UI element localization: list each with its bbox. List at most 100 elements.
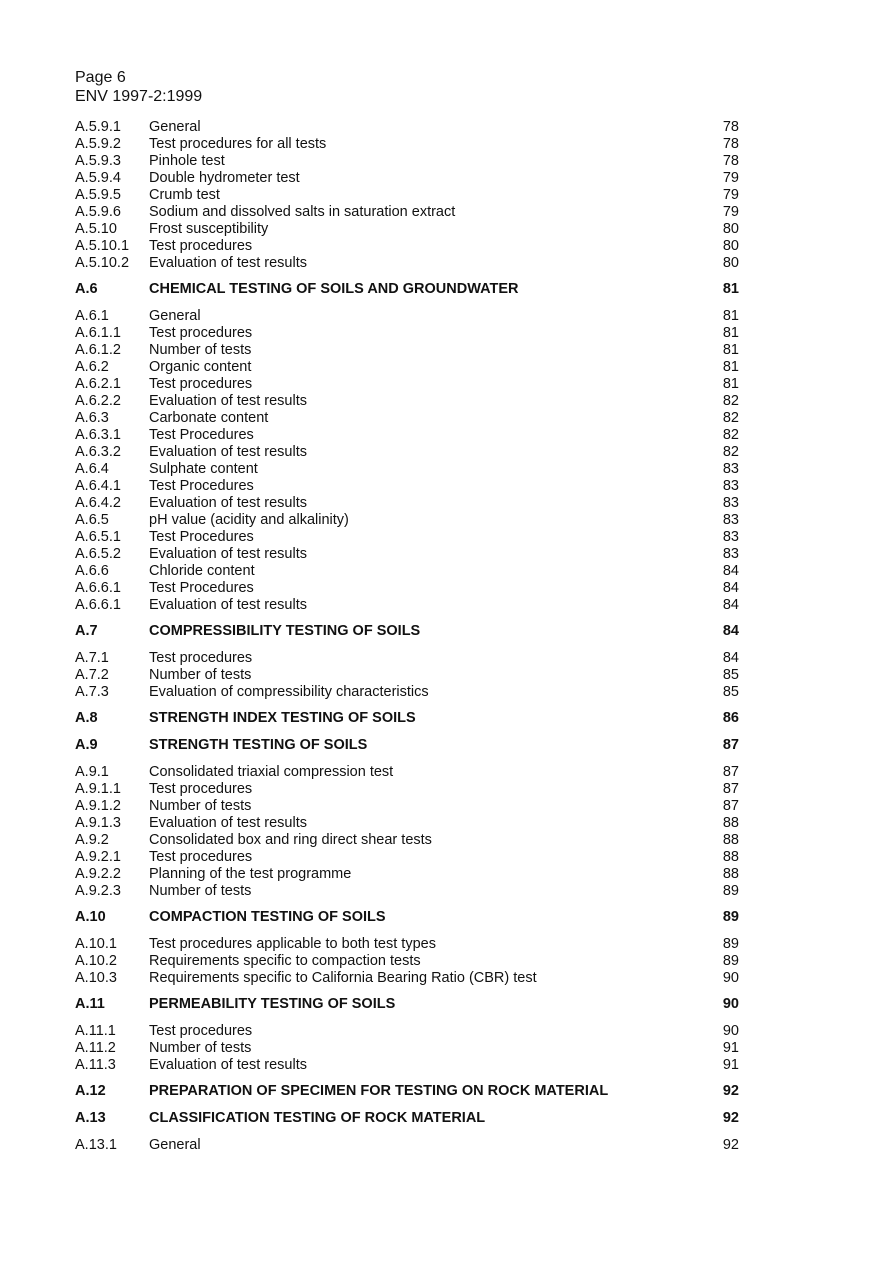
toc-entry[interactable]: A.6.2 Organic content 81: [75, 359, 739, 376]
toc-entry[interactable]: A.5.9.5 Crumb test 79: [75, 187, 739, 204]
toc-number: A.6.3.1: [75, 427, 121, 443]
toc-page: 89: [722, 909, 739, 925]
table-of-contents: A.5.9.1 General 78 A.5.9.2 Test procedures f…: [75, 119, 739, 1154]
page-header: Page 6 ENV 1997-2:1999: [75, 68, 202, 106]
toc-entry[interactable]: A.5.9.2 Test procedures for all tests 78: [75, 136, 739, 153]
toc-page: 88: [722, 849, 739, 865]
document-id: ENV 1997-2:1999: [75, 88, 203, 105]
toc-entry[interactable]: A.6.3.2 Evaluation of test results 82: [75, 444, 739, 461]
toc-entry[interactable]: A.5.9.3 Pinhole test 78: [75, 153, 739, 170]
toc-title: Evaluation of test results: [149, 1057, 307, 1073]
toc-entry[interactable]: A.10.1 Test procedures applicable to both…: [75, 936, 739, 953]
toc-title: STRENGTH TESTING OF SOILS: [149, 737, 368, 753]
toc-entry[interactable]: A.6.2.1 Test procedures 81: [75, 376, 739, 393]
toc-title: Requirements specific to California Bear…: [149, 970, 537, 986]
toc-number: A.5.9.1: [75, 119, 121, 135]
toc-entry[interactable]: A.6.6.1 Evaluation of test results 84: [75, 597, 739, 614]
toc-entry[interactable]: A.6.5.2 Evaluation of test results 83: [75, 546, 739, 563]
toc-title: Test procedures: [149, 781, 253, 797]
toc-number: A.5.10: [75, 221, 117, 237]
toc-page: 82: [722, 393, 739, 409]
toc-entry[interactable]: A.6.5 pH value (acidity and alkalinity) 83: [75, 512, 739, 529]
toc-title: Test procedures applicable to both test …: [149, 936, 436, 952]
toc-title: Organic content: [149, 359, 252, 375]
toc-title: Evaluation of test results: [149, 255, 307, 271]
toc-section-heading[interactable]: A.12 PREPARATION OF SPECIMEN FOR TESTING …: [75, 1083, 739, 1100]
toc-entry[interactable]: A.7.3 Evaluation of compressibility chara…: [75, 684, 739, 701]
toc-entry[interactable]: A.10.3 Requirements specific to Californi…: [75, 970, 739, 987]
toc-entry[interactable]: A.5.9.6 Sodium and dissolved salts in sat…: [75, 204, 739, 221]
toc-title: Evaluation of test results: [149, 546, 307, 562]
toc-entry[interactable]: A.6.4.2 Evaluation of test results 83: [75, 495, 739, 512]
toc-entry[interactable]: A.7.2 Number of tests 85: [75, 667, 739, 684]
toc-entry[interactable]: A.6.1.2 Number of tests 81: [75, 342, 739, 359]
toc-page: 87: [722, 737, 739, 753]
toc-number: A.9.2.3: [75, 883, 121, 899]
toc-title: Test procedures: [149, 650, 253, 666]
toc-number: A.6.6.1: [75, 580, 121, 596]
toc-entry[interactable]: A.5.9.4 Double hydrometer test 79: [75, 170, 739, 187]
toc-number: A.6.6: [75, 563, 109, 579]
toc-entry[interactable]: A.5.10.1 Test procedures 80: [75, 238, 739, 255]
toc-entry[interactable]: A.5.10 Frost susceptibility 80: [75, 221, 739, 238]
toc-entry[interactable]: A.6.1 General 81: [75, 308, 739, 325]
toc-entry[interactable]: A.6.5.1 Test Procedures 83: [75, 529, 739, 546]
toc-number: A.11.2: [75, 1040, 116, 1056]
toc-entry[interactable]: A.7.1 Test procedures 84: [75, 650, 739, 667]
toc-entry[interactable]: A.11.1 Test procedures 90: [75, 1023, 739, 1040]
toc-title: Test procedures: [149, 376, 253, 392]
toc-section-heading[interactable]: A.11 PERMEABILITY TESTING OF SOILS 90: [75, 996, 739, 1013]
toc-section-heading[interactable]: A.7 COMPRESSIBILITY TESTING OF SOILS 84: [75, 623, 739, 640]
toc-entry[interactable]: A.11.2 Number of tests 91: [75, 1040, 739, 1057]
toc-page: 84: [722, 623, 739, 639]
toc-entry[interactable]: A.6.6.1 Test Procedures 84: [75, 580, 739, 597]
toc-entry[interactable]: A.11.3 Evaluation of test results 91: [75, 1057, 739, 1074]
toc-entry[interactable]: A.9.1.2 Number of tests 87: [75, 798, 739, 815]
toc-entry[interactable]: A.6.1.1 Test procedures 81: [75, 325, 739, 342]
toc-number: A.7: [75, 623, 98, 639]
toc-section-heading[interactable]: A.10 COMPACTION TESTING OF SOILS 89: [75, 909, 739, 926]
toc-section-heading[interactable]: A.8 STRENGTH INDEX TESTING OF SOILS 86: [75, 710, 739, 727]
toc-page: 82: [722, 410, 739, 426]
toc-entry[interactable]: A.9.2 Consolidated box and ring direct sh…: [75, 832, 739, 849]
toc-page: 87: [722, 781, 739, 797]
toc-section-heading[interactable]: A.9 STRENGTH TESTING OF SOILS 87: [75, 737, 739, 754]
toc-entry[interactable]: A.10.2 Requirements specific to compactio…: [75, 953, 739, 970]
toc-entry[interactable]: A.9.2.3 Number of tests 89: [75, 883, 739, 900]
toc-title: Test Procedures: [149, 427, 254, 443]
toc-entry[interactable]: A.9.1.1 Test procedures 87: [75, 781, 739, 798]
toc-page: 81: [722, 342, 739, 358]
toc-page: 83: [722, 478, 739, 494]
toc-number: A.9.1.1: [75, 781, 121, 797]
toc-entry[interactable]: A.5.9.1 General 78: [75, 119, 739, 136]
toc-number: A.5.9.2: [75, 136, 121, 152]
toc-entry[interactable]: A.9.1.3 Evaluation of test results 88: [75, 815, 739, 832]
toc-page: 81: [722, 281, 739, 297]
toc-number: A.6.1.1: [75, 325, 121, 341]
toc-entry[interactable]: A.6.3.1 Test Procedures 82: [75, 427, 739, 444]
toc-number: A.10.2: [75, 953, 117, 969]
toc-entry[interactable]: A.6.6 Chloride content 84: [75, 563, 739, 580]
toc-page: 91: [722, 1057, 739, 1073]
toc-entry[interactable]: A.6.2.2 Evaluation of test results 82: [75, 393, 739, 410]
toc-section-heading[interactable]: A.6 CHEMICAL TESTING OF SOILS AND GROUNDW…: [75, 281, 739, 298]
toc-number: A.7.1: [75, 650, 109, 666]
toc-number: A.13: [75, 1110, 106, 1126]
toc-title: Pinhole test: [149, 153, 225, 169]
toc-entry[interactable]: A.9.2.2 Planning of the test programme 88: [75, 866, 739, 883]
toc-entry[interactable]: A.6.3 Carbonate content 82: [75, 410, 739, 427]
toc-section-heading[interactable]: A.13 CLASSIFICATION TESTING OF ROCK MATER…: [75, 1110, 739, 1127]
toc-page: 89: [722, 953, 739, 969]
toc-title: Test procedures: [149, 325, 253, 341]
toc-entry[interactable]: A.5.10.2 Evaluation of test results 80: [75, 255, 739, 272]
toc-entry[interactable]: A.13.1 General 92: [75, 1137, 739, 1154]
toc-entry[interactable]: A.6.4.1 Test Procedures 83: [75, 478, 739, 495]
toc-title: Number of tests: [149, 798, 252, 814]
toc-number: A.9.2: [75, 832, 109, 848]
toc-entry[interactable]: A.9.2.1 Test procedures 88: [75, 849, 739, 866]
toc-page: 80: [722, 238, 739, 254]
toc-title: Carbonate content: [149, 410, 269, 426]
toc-entry[interactable]: A.9.1 Consolidated triaxial compression t…: [75, 764, 739, 781]
toc-title: Number of tests: [149, 883, 252, 899]
toc-entry[interactable]: A.6.4 Sulphate content 83: [75, 461, 739, 478]
